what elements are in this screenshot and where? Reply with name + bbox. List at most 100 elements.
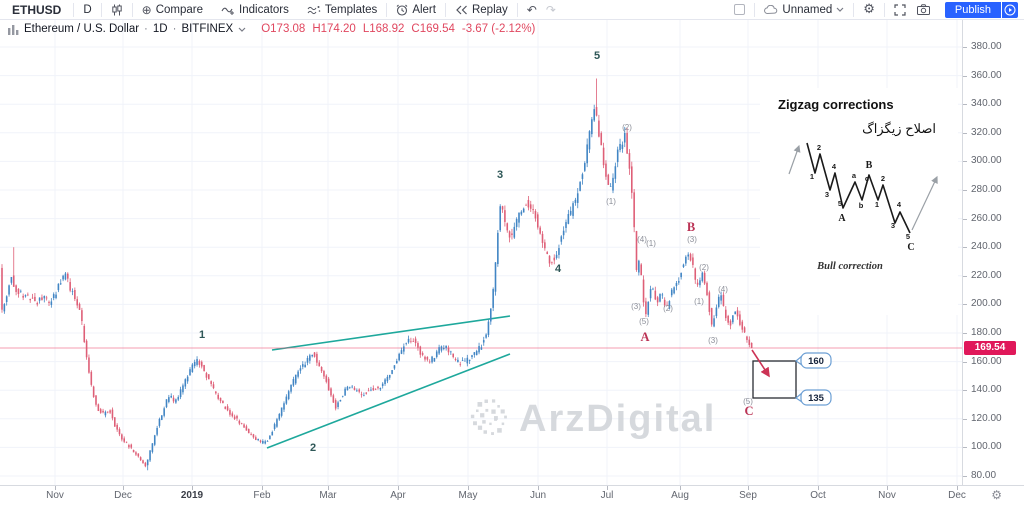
trendlines[interactable] (266, 315, 511, 449)
wave-label[interactable]: B (687, 220, 695, 234)
time-tick-mark (607, 486, 608, 490)
price-tick-mark (963, 447, 967, 449)
wave-label[interactable]: (5) (743, 397, 753, 406)
compare-button[interactable]: ⊕ Compare (133, 0, 212, 19)
wave-label[interactable]: 4 (555, 263, 562, 275)
separator (853, 2, 855, 17)
compare-plus-icon: ⊕ (141, 2, 152, 17)
projection-drawing[interactable]: 160 135 (751, 349, 832, 406)
target-rectangle[interactable] (752, 360, 797, 399)
price-tick-mark (963, 361, 967, 363)
chart-type-button[interactable] (102, 0, 132, 19)
watermark: ArzDigital (470, 398, 714, 440)
redo-button[interactable]: ↷ (546, 0, 565, 19)
interval-label: D (83, 3, 92, 16)
publish-button[interactable]: Publish (944, 1, 1001, 18)
price-tick-label: 320.00 (971, 126, 1002, 138)
time-tick-mark (468, 486, 469, 490)
price-tick-mark (963, 476, 967, 477)
price-axis[interactable]: 380.00 360.00 340.00 320.00 300.00 280.00 260.… (962, 20, 1024, 485)
price-tick-label: 240.00 (971, 241, 1002, 253)
wave-label[interactable]: 1 (199, 329, 205, 341)
separator (754, 2, 756, 17)
top-toolbar: ETHUSD D ⊕ Compare Indicators (0, 0, 1024, 20)
wave-label[interactable]: (2) (622, 123, 632, 132)
layout-menu-button[interactable]: Unnamed (755, 0, 853, 19)
price-callout[interactable]: 135 (794, 389, 832, 406)
time-axis[interactable]: ⚙ Nov Dec 2019 Feb Mar Apr May Jun Jul Aug Sep Oct N… (0, 485, 1024, 505)
wave-label[interactable]: A (640, 330, 649, 344)
callout-price-text: 135 (808, 393, 825, 404)
time-axis-label: Mar (319, 490, 337, 501)
wave-label[interactable]: (2) (663, 304, 673, 313)
inset-title: Zigzag corrections (778, 97, 894, 112)
legend-sep: · (144, 23, 148, 35)
wave-label[interactable]: C (744, 404, 753, 418)
fullscreen-button[interactable] (885, 0, 915, 19)
wave-label[interactable]: (3) (687, 235, 697, 244)
legend-exchange[interactable]: BITFINEX (181, 23, 234, 35)
time-tick-mark (818, 486, 819, 490)
price-tick-label: 300.00 (971, 155, 1002, 167)
wave-label[interactable]: (4) (637, 235, 647, 244)
wave-label[interactable]: 2 (310, 442, 316, 454)
wave-label[interactable]: (3) (631, 302, 641, 311)
inset-wave-label: 4 (832, 162, 837, 171)
time-axis-label: Feb (253, 490, 271, 501)
chart-pane[interactable]: ArzDigital 1 2 3 4 5 (1) (2) (3) (4) (1) (5) A (2) B (3… (0, 20, 962, 485)
candlestick-icon (111, 4, 123, 16)
price-tick-label: 220.00 (971, 269, 1002, 281)
down-arrow[interactable] (751, 349, 770, 378)
wave-label[interactable]: (1) (606, 197, 616, 206)
legend-interval[interactable]: 1D (152, 23, 168, 35)
interval-button[interactable]: D (74, 0, 100, 19)
wave-label[interactable]: 5 (594, 50, 600, 62)
inset-wave-label: c (865, 174, 869, 183)
price-tick-label: 260.00 (971, 212, 1002, 224)
legend-sep: · (172, 23, 177, 35)
price-tick-mark (963, 190, 967, 191)
arrow-up-left-icon (788, 144, 801, 175)
layout-select-checkbox[interactable] (725, 0, 754, 19)
symbol-legend: Ethereum / U.S. Dollar · 1D · BITFINEX O… (8, 23, 535, 35)
replay-icon (455, 5, 468, 15)
alert-button[interactable]: Alert (387, 0, 445, 19)
price-tick-mark (963, 104, 967, 106)
time-tick-mark (123, 486, 124, 490)
separator (883, 2, 885, 17)
toolbar-left: ETHUSD D ⊕ Compare Indicators (0, 0, 565, 19)
wave-label[interactable]: 3 (497, 169, 503, 181)
axis-settings-gear-icon[interactable]: ⚙ (991, 488, 1002, 502)
symbol-button[interactable]: ETHUSD (0, 0, 73, 19)
wave-label[interactable]: (4) (718, 285, 728, 294)
wave-label[interactable]: (1) (694, 297, 704, 306)
toolbar-right: Unnamed ⚙ Publish (725, 0, 1024, 19)
price-callout[interactable]: 160 (794, 352, 832, 369)
indicators-button[interactable]: Indicators (212, 0, 298, 19)
wave-label[interactable]: (1) (646, 239, 656, 248)
low-value: L168.92 (362, 23, 405, 35)
wave-label[interactable]: (5) (639, 317, 649, 326)
symbol-title[interactable]: Ethereum / U.S. Dollar (24, 23, 140, 35)
settings-button[interactable]: ⚙ (854, 0, 884, 19)
price-tick-mark (963, 304, 967, 306)
snapshot-button[interactable] (915, 0, 939, 19)
publish-play-button[interactable] (1002, 1, 1018, 18)
inset-wave-label: 3 (891, 221, 895, 230)
chevron-down-icon[interactable] (238, 27, 246, 32)
layout-name-label: Unnamed (782, 3, 833, 16)
templates-button[interactable]: Templates (298, 0, 386, 19)
inset-subtitle-farsi: اصلاح زیگزاگ (862, 121, 936, 137)
price-tick-label: 380.00 (971, 41, 1002, 52)
undo-button[interactable]: ↶ (518, 0, 546, 19)
separator (100, 2, 102, 17)
time-axis-label: Nov (46, 490, 64, 501)
wave-label[interactable]: (2) (699, 263, 709, 272)
time-axis-label: May (458, 490, 478, 501)
replay-button[interactable]: Replay (446, 0, 517, 19)
wave-label[interactable]: (3) (708, 336, 718, 345)
